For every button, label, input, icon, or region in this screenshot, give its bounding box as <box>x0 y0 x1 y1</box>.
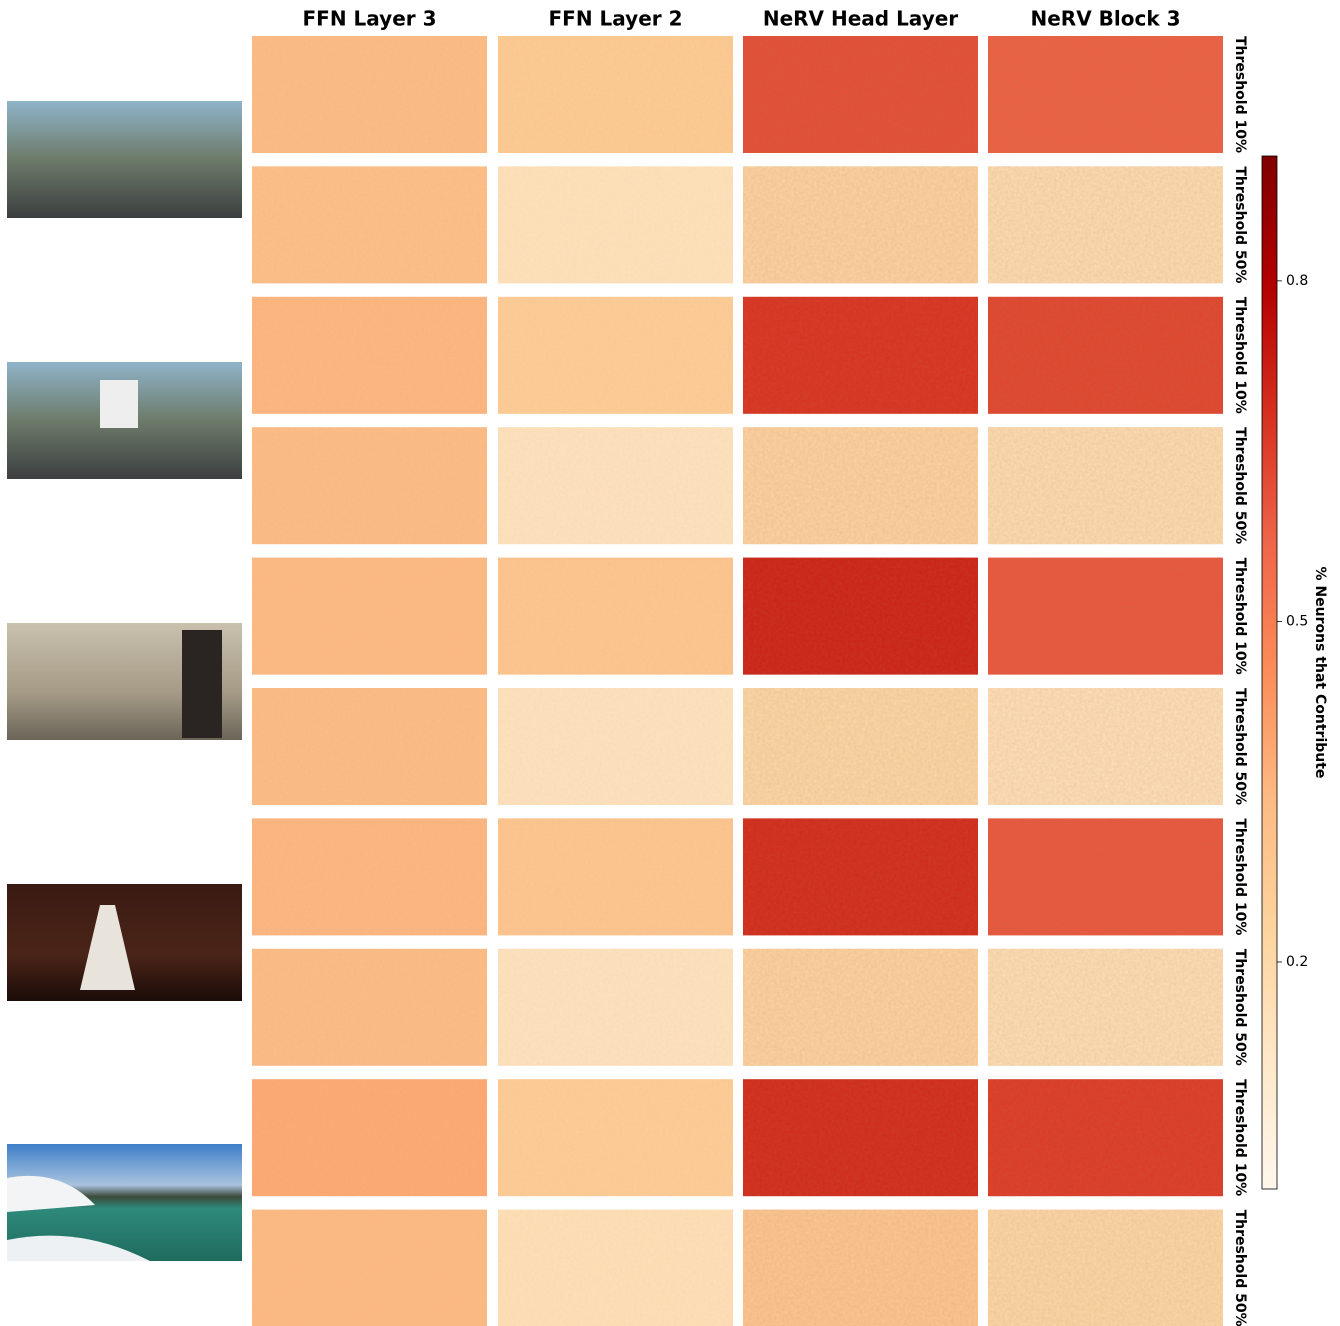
heatmap-texture <box>252 1209 487 1326</box>
heatmap-texture <box>988 818 1223 936</box>
heatmap-texture <box>743 688 978 805</box>
heatmap-texture <box>252 688 487 805</box>
column-title: FFN Layer 3 <box>303 7 437 31</box>
heatmap-texture <box>743 818 978 936</box>
colorbar-label: % Neurons that Contribute <box>1312 567 1328 779</box>
heatmap-texture <box>743 557 978 675</box>
column-title: NeRV Block 3 <box>1030 7 1180 31</box>
heatmap-texture <box>988 36 1223 153</box>
thumbnails <box>7 101 242 1261</box>
heatmap-texture <box>988 948 1223 1066</box>
heatmap-texture <box>743 166 978 284</box>
row-label: Threshold 50% <box>1232 1210 1248 1326</box>
heatmap-texture <box>252 818 487 936</box>
colorbar-tick-label: 0.2 <box>1286 954 1308 970</box>
heatmap-texture <box>743 1079 978 1197</box>
colorbar <box>1261 155 1278 1190</box>
heatmap-texture <box>498 1079 733 1197</box>
column-title: FFN Layer 2 <box>549 7 683 31</box>
heatmap-texture <box>498 948 733 1066</box>
row-label: Threshold 50% <box>1232 688 1248 805</box>
heatmap-texture <box>498 688 733 805</box>
heatmap-texture <box>498 166 733 284</box>
heatmap-texture <box>988 1209 1223 1326</box>
heatmap-texture <box>498 1209 733 1326</box>
heatmap-texture <box>988 688 1223 805</box>
row-label: Threshold 50% <box>1232 427 1248 544</box>
heatmap-texture <box>252 557 487 675</box>
heatmap-texture <box>498 296 733 414</box>
column-title: NeRV Head Layer <box>763 7 958 31</box>
colorbar-tick-label: 0.5 <box>1286 613 1308 629</box>
heatmap-texture <box>252 296 487 414</box>
thumbnail-detail <box>7 1235 150 1261</box>
heatmap-texture <box>498 557 733 675</box>
row-label: Threshold 10% <box>1232 1079 1248 1196</box>
row-label: Threshold 50% <box>1232 166 1248 283</box>
row-label: Threshold 10% <box>1232 36 1248 153</box>
row-label: Threshold 50% <box>1232 949 1248 1066</box>
heatmap-texture <box>498 36 733 153</box>
heatmap-texture <box>743 427 978 545</box>
row-label: Threshold 10% <box>1232 297 1248 414</box>
thumbnail-detail <box>100 380 138 428</box>
thumbnail <box>7 101 242 218</box>
colorbar-tick-label: 0.8 <box>1286 273 1308 289</box>
heatmap-texture <box>498 427 733 545</box>
row-label: Threshold 10% <box>1232 818 1248 935</box>
heatmap-texture <box>252 1079 487 1197</box>
heatmap-texture <box>988 557 1223 675</box>
heatmap-texture <box>743 948 978 1066</box>
heatmap-texture <box>743 296 978 414</box>
heatmap-texture <box>252 948 487 1066</box>
heatmap-texture <box>743 1209 978 1326</box>
heatmap-texture <box>252 427 487 545</box>
heatmap-texture <box>988 166 1223 284</box>
thumbnail-detail <box>7 1175 95 1212</box>
thumbnail-detail <box>80 905 135 990</box>
heatmap-texture <box>743 36 978 153</box>
heatmap-texture <box>252 36 487 153</box>
row-label: Threshold 10% <box>1232 558 1248 675</box>
heatmap-texture <box>498 818 733 936</box>
heatmap-texture <box>252 166 487 284</box>
thumbnail-detail <box>182 630 222 738</box>
heatmap-texture <box>988 1079 1223 1197</box>
heatmap-texture <box>988 296 1223 414</box>
heatmap-texture <box>988 427 1223 545</box>
